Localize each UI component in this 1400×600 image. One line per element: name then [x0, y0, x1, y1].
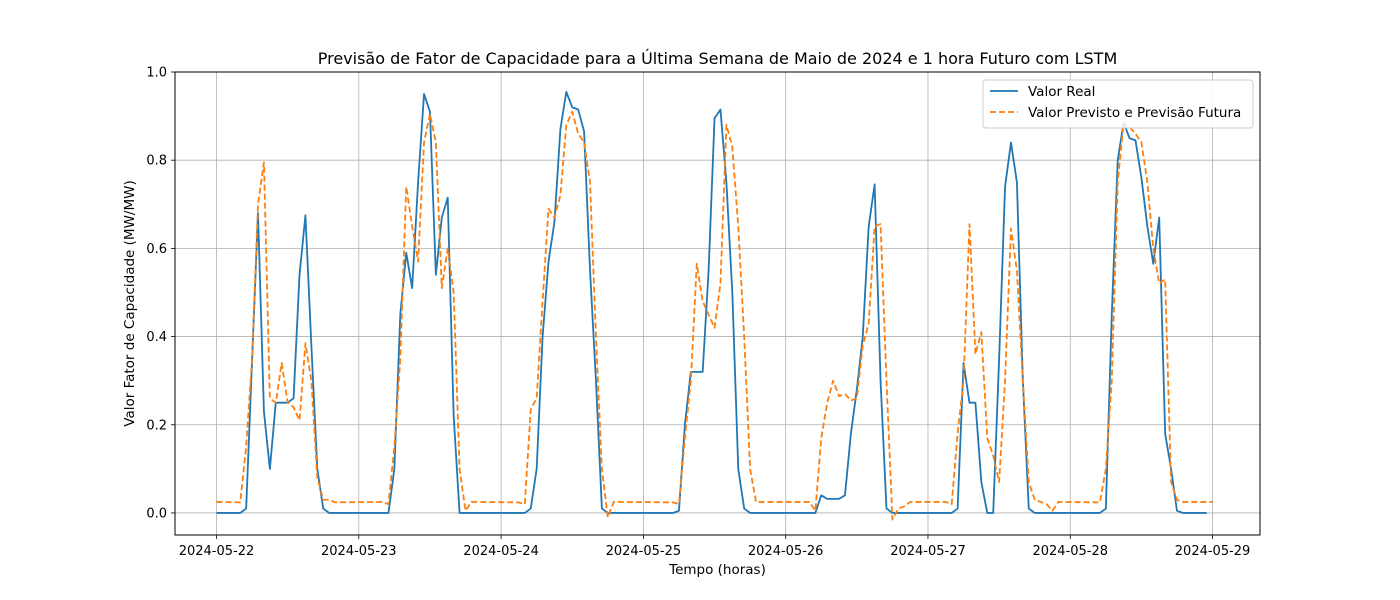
series-line-valor-real	[216, 90, 1207, 514]
y-axis-label: Valor Fator de Capacidade (MW/MW)	[122, 180, 138, 426]
y-tick-label: 0.2	[146, 418, 167, 433]
chart-title: Previsão de Fator de Capacidade para a Ú…	[318, 49, 1118, 68]
plot-frame	[174, 71, 1261, 536]
x-tick-label: 2024-05-26	[748, 544, 824, 559]
y-tick-label: 0.8	[146, 154, 167, 169]
x-tick-label: 2024-05-23	[321, 544, 397, 559]
x-tick-label: 2024-05-22	[179, 544, 255, 559]
legend: Valor Real Valor Previsto e Previsão Fut…	[982, 79, 1254, 129]
legend-label-valor-previsto: Valor Previsto e Previsão Futura	[1028, 105, 1241, 121]
x-tick-label: 2024-05-29	[1175, 544, 1251, 559]
x-tick-label: 2024-05-27	[890, 544, 966, 559]
x-tick-label: 2024-05-25	[606, 544, 682, 559]
y-tick-label: 1.0	[146, 66, 167, 81]
y-tick-label: 0.0	[146, 506, 167, 521]
y-tick-label: 0.4	[146, 330, 167, 345]
series-group	[216, 90, 1213, 521]
y-tick-label: 0.6	[146, 242, 167, 257]
legend-box	[982, 79, 1254, 129]
axis-ticks: 2024-05-22 2024-05-23 2024-05-24 2024-05-25…	[146, 66, 1250, 560]
x-tick-label: 2024-05-24	[463, 544, 539, 559]
x-axis-label: Tempo (horas)	[668, 562, 766, 578]
legend-label-valor-real: Valor Real	[1028, 84, 1095, 100]
x-tick-label: 2024-05-28	[1032, 544, 1108, 559]
